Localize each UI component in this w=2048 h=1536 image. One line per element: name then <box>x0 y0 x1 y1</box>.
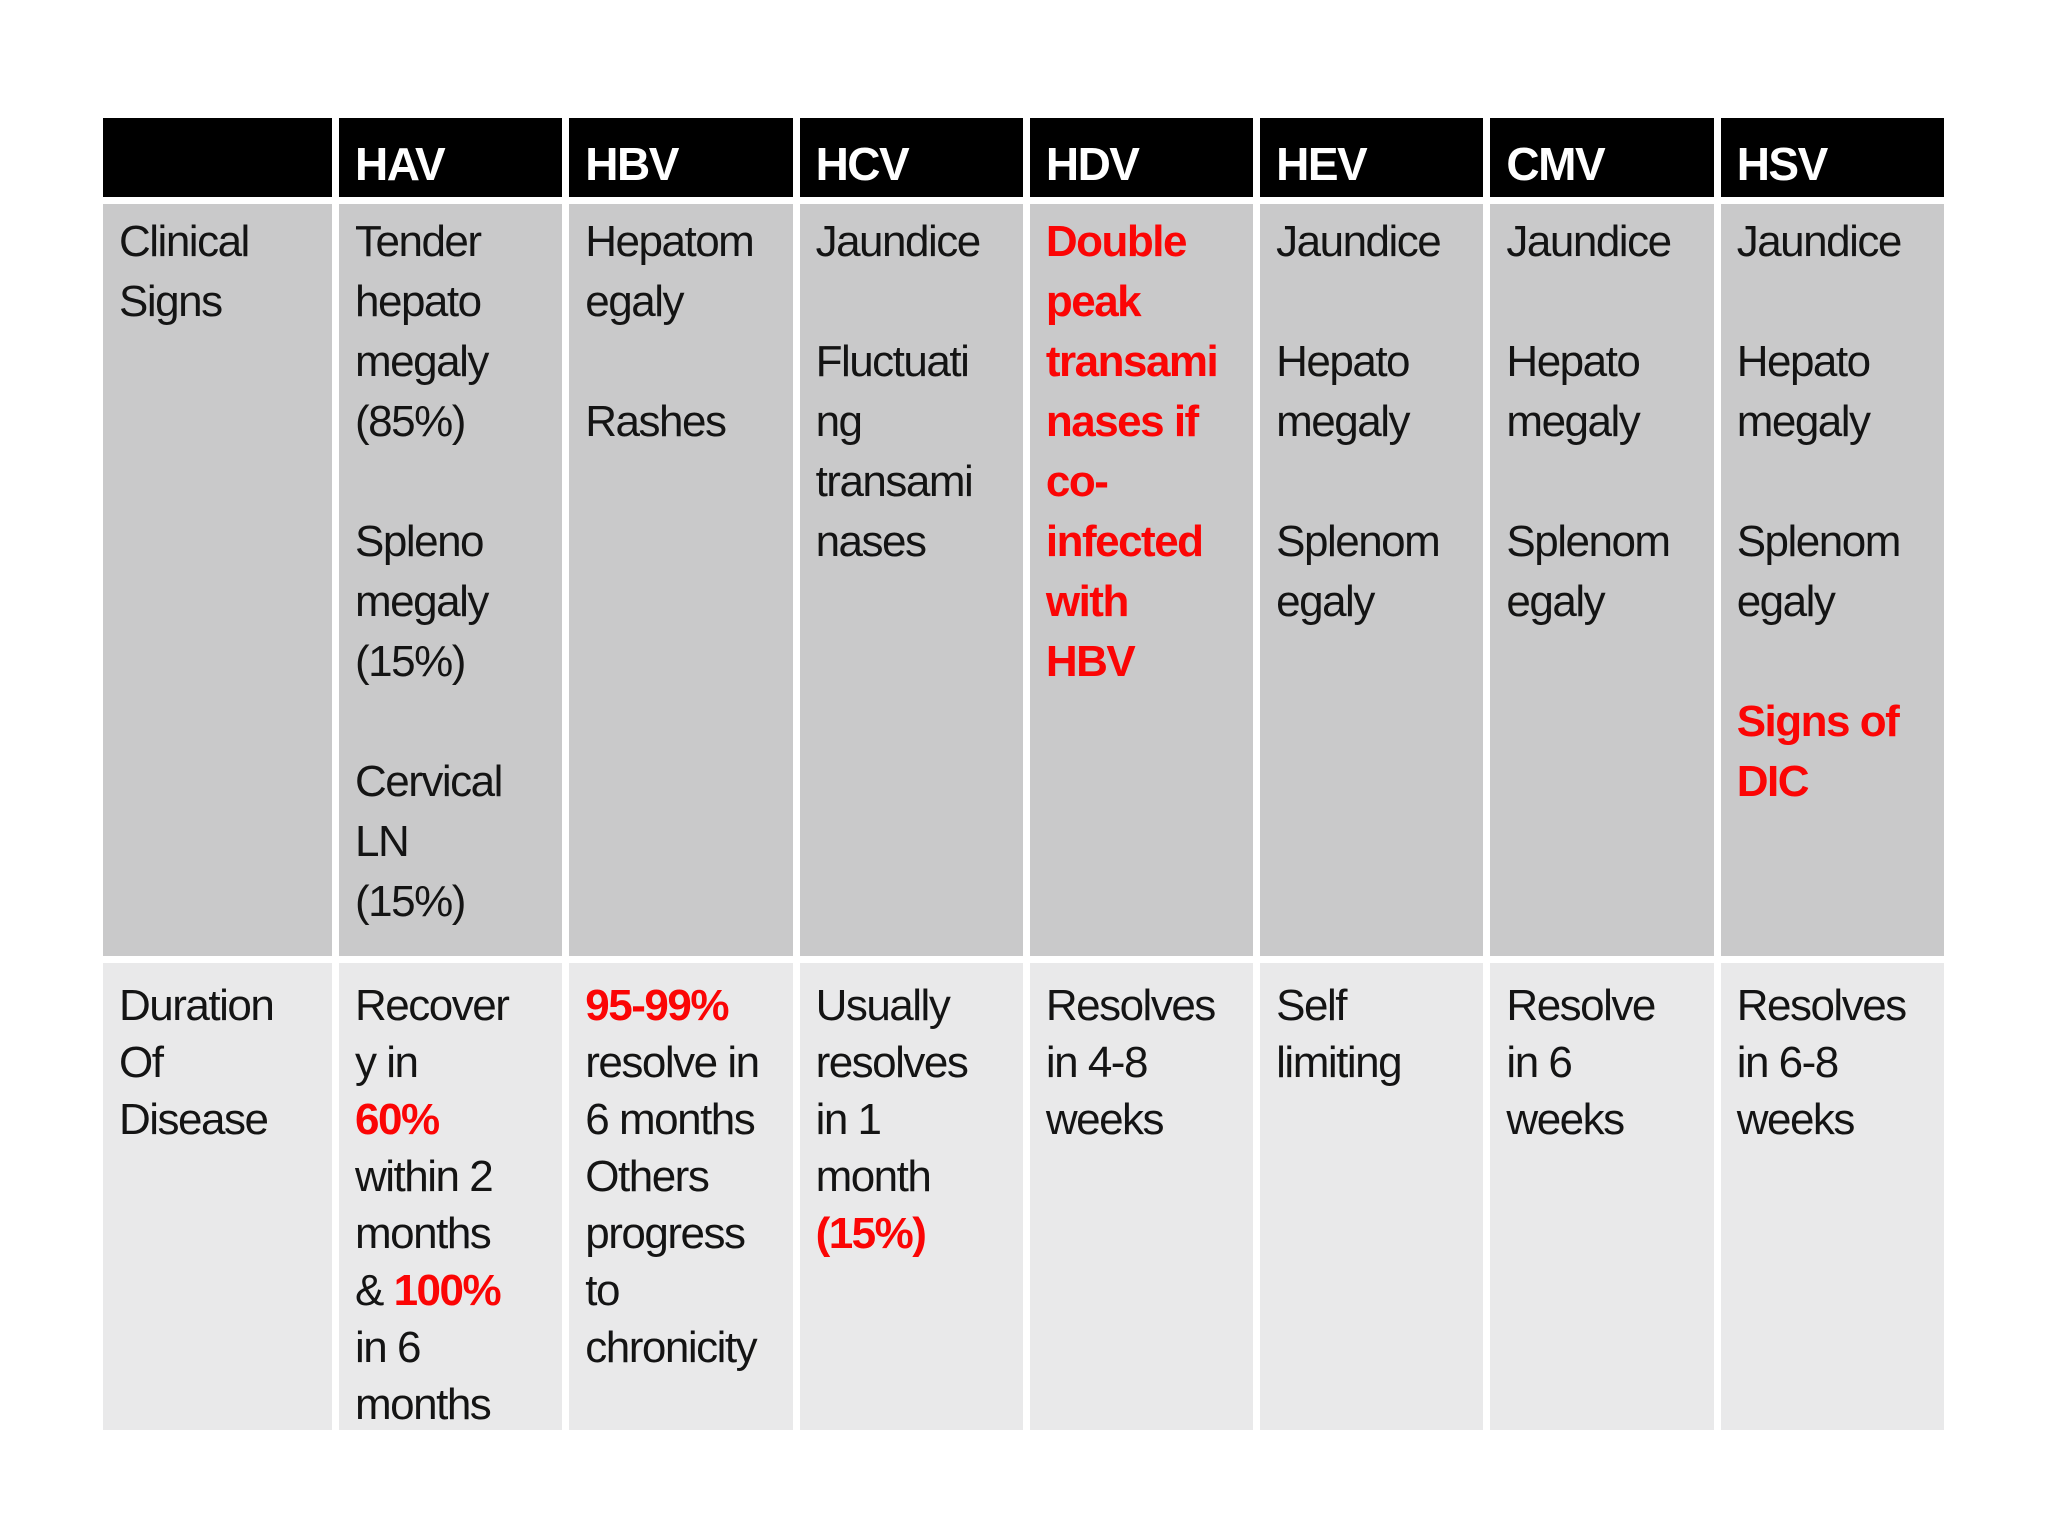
cell-clinical-signs-hav: Tender hepato megaly (85%) Spleno megaly… <box>339 204 563 956</box>
cell-text: Jaundice Fluctuati ng transami nases <box>815 217 982 566</box>
cell-text: Jaundice Hepato megaly Splenom egaly <box>1506 217 1672 626</box>
cell-duration-of-disease-hbv: 95-99% resolve in 6 months Others progre… <box>569 963 793 1430</box>
cell-duration-of-disease-hev: Self limiting <box>1260 963 1484 1430</box>
header-blank <box>103 118 332 197</box>
header-hsv: HSV <box>1720 118 1944 197</box>
emphasis-text: 60% <box>355 1095 440 1144</box>
header-hdv: HDV <box>1029 118 1254 197</box>
cell-duration-of-disease-hcv: Usually resolves in 1 month (15%) <box>799 963 1023 1430</box>
cell-text: Self limiting <box>1276 981 1402 1087</box>
cell-text: within 2 months & <box>355 1152 494 1315</box>
cell-duration-of-disease-cmv: Resolve in 6 weeks <box>1490 963 1714 1430</box>
emphasis-text: Double peak transami nases if co- infect… <box>1045 217 1219 686</box>
cell-duration-of-disease-hsv: Resolves in 6-8 weeks <box>1720 963 1944 1430</box>
cell-text: Hepatom egaly Rashes <box>585 217 755 446</box>
cell-text: Resolves in 6-8 weeks <box>1736 981 1907 1144</box>
cell-clinical-signs-hcv: Jaundice Fluctuati ng transami nases <box>799 204 1023 956</box>
cell-duration-of-disease-hav: Recover y in 60% within 2 months & 100% … <box>339 963 563 1430</box>
cell-text: Clinical Signs <box>119 217 250 326</box>
header-hav: HAV <box>339 118 563 197</box>
header-hcv: HCV <box>799 118 1023 197</box>
hepatitis-comparison-table: HAV HBV HCV HDV HEV CMV HSV Clinical Signs Tende… <box>103 118 1944 1430</box>
cell-text: Jaundice Hepato megaly Splenom egaly <box>1276 217 1442 626</box>
cell-text: Duration Of Disease <box>119 981 275 1144</box>
cell-text: Tender hepato megaly (85%) Spleno megaly… <box>355 217 503 926</box>
cell-text: Usually resolves in 1 month <box>815 981 969 1201</box>
cell-clinical-signs-hev: Jaundice Hepato megaly Splenom egaly <box>1260 204 1484 956</box>
cell-text: resolve in 6 months Others progress to c… <box>585 1038 760 1372</box>
header-hev: HEV <box>1260 118 1484 197</box>
cell-text: Recover y in <box>355 981 510 1087</box>
emphasis-text: Signs of DIC <box>1736 697 1900 806</box>
cell-clinical-signs-row-label: Clinical Signs <box>103 204 332 956</box>
cell-text: in 6 months <box>355 1323 492 1429</box>
header-hbv: HBV <box>569 118 793 197</box>
emphasis-text: 100% <box>393 1266 502 1315</box>
cell-clinical-signs-hbv: Hepatom egaly Rashes <box>569 204 793 956</box>
cell-text: Jaundice Hepato megaly Splenom egaly <box>1736 217 1903 626</box>
cell-clinical-signs-cmv: Jaundice Hepato megaly Splenom egaly <box>1490 204 1714 956</box>
header-cmv: CMV <box>1490 118 1714 197</box>
cell-clinical-signs-hdv: Double peak transami nases if co- infect… <box>1029 204 1254 956</box>
emphasis-text: (15%) <box>815 1209 927 1258</box>
cell-text: Resolves in 4-8 weeks <box>1045 981 1216 1144</box>
cell-duration-of-disease-row-label: Duration Of Disease <box>103 963 332 1430</box>
emphasis-text: 95-99% <box>585 981 729 1030</box>
cell-text: Resolve in 6 weeks <box>1506 981 1656 1144</box>
cell-clinical-signs-hsv: Jaundice Hepato megaly Splenom egaly Sig… <box>1720 204 1944 956</box>
cell-duration-of-disease-hdv: Resolves in 4-8 weeks <box>1029 963 1254 1430</box>
